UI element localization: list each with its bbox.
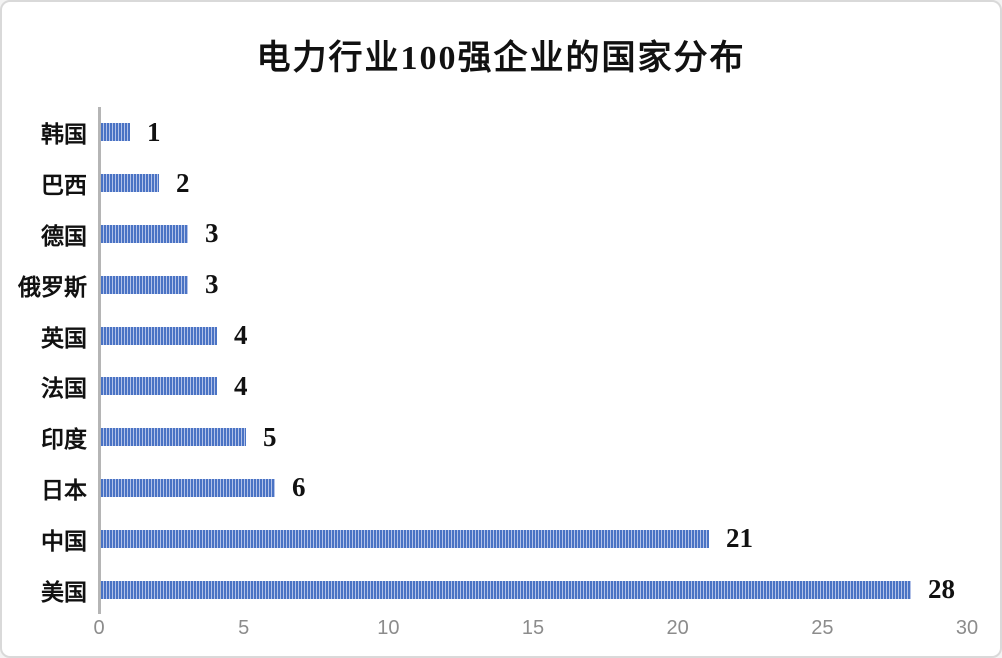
- chart-row: 德国 3: [2, 209, 1000, 260]
- category-label: 印度: [41, 427, 87, 453]
- category-label: 巴西: [41, 173, 87, 199]
- category-label: 中国: [41, 528, 87, 554]
- chart-row: 韩国 1: [2, 107, 1000, 158]
- value-label: 3: [205, 218, 219, 249]
- value-label: 21: [726, 523, 753, 554]
- category-label: 美国: [41, 579, 87, 605]
- chart-row: 美国 28: [2, 564, 1000, 615]
- value-label: 1: [147, 116, 161, 147]
- bar: [101, 580, 911, 599]
- category-label: 韩国: [41, 122, 87, 148]
- x-tick-label: 5: [238, 617, 250, 639]
- y-axis-line: [98, 107, 101, 614]
- bar: [101, 174, 159, 193]
- bar: [101, 326, 217, 345]
- x-tick-label: 25: [811, 617, 834, 639]
- bar-chart: 韩国 1 巴西 2 德国 3 俄罗斯 3 英国 4 法国 4 印度 5 日本 6 中国 21 美国 28: [2, 107, 1000, 615]
- x-tick-label: 10: [377, 617, 400, 639]
- chart-row: 日本 6: [2, 463, 1000, 514]
- x-axis: 0 5 10 15 20 25 30: [2, 617, 1000, 647]
- value-label: 3: [205, 269, 219, 300]
- value-label: 5: [263, 421, 277, 452]
- bar: [101, 275, 188, 294]
- category-label: 日本: [41, 477, 87, 503]
- bar: [101, 224, 188, 243]
- x-tick-label: 30: [955, 617, 979, 639]
- chart-row: 英国 4: [2, 310, 1000, 361]
- value-label: 6: [292, 472, 306, 503]
- bar: [101, 529, 709, 548]
- chart-row: 法国 4: [2, 361, 1000, 412]
- bar-rows: 韩国 1 巴西 2 德国 3 俄罗斯 3 英国 4 法国 4 印度 5 日本 6 中国 21 美国 28: [2, 107, 1000, 615]
- category-label: 俄罗斯: [18, 274, 87, 300]
- chart-title: 电力行业100强企业的国家分布: [256, 40, 746, 77]
- value-label: 4: [234, 320, 248, 351]
- chart-row: 俄罗斯 3: [2, 259, 1000, 310]
- x-tick-label: 0: [93, 617, 105, 639]
- chart-row: 印度 5: [2, 412, 1000, 463]
- category-label: 法国: [41, 376, 87, 402]
- value-label: 2: [176, 167, 190, 198]
- chart-row: 中国 21: [2, 513, 1000, 564]
- value-label: 28: [928, 574, 955, 605]
- bar: [101, 123, 130, 142]
- x-tick-label: 20: [666, 617, 689, 639]
- bar: [101, 428, 246, 447]
- category-label: 德国: [41, 223, 87, 249]
- bar: [101, 478, 275, 497]
- value-label: 4: [234, 370, 248, 401]
- x-tick-label: 15: [521, 617, 545, 639]
- category-label: 英国: [41, 325, 87, 351]
- bar: [101, 377, 217, 396]
- chart-row: 巴西 2: [2, 158, 1000, 209]
